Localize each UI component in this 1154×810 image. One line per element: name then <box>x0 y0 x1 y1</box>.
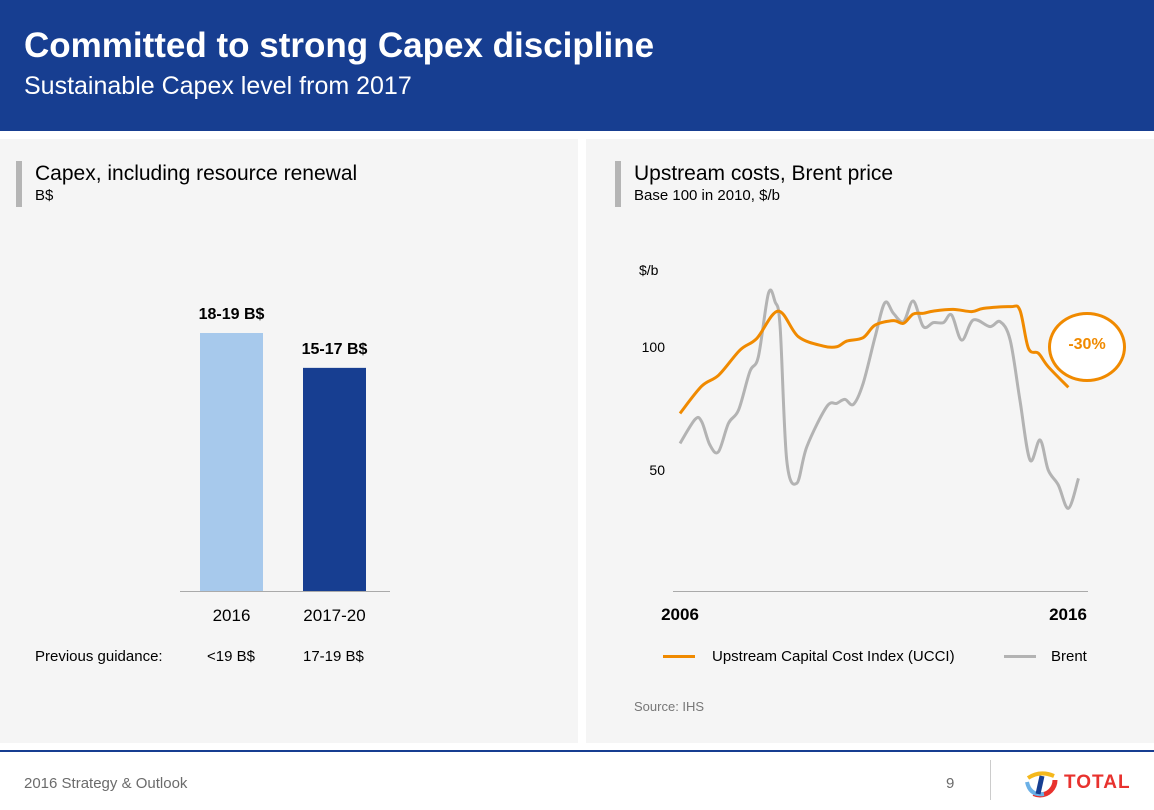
series-line-brent <box>678 288 1080 510</box>
y-tick-label: 100 <box>642 339 666 355</box>
panel-title: Upstream costs, Brent price <box>634 162 894 185</box>
series-line-ucci <box>678 304 1070 415</box>
x-tick-label: 2016 <box>213 606 251 625</box>
guidance-label: Previous guidance: <box>35 648 163 665</box>
bar-2016 <box>200 333 263 591</box>
x-tick-label: 2016 <box>1049 605 1087 624</box>
panel-subtitle: Base 100 in 2010, $/b <box>634 187 780 204</box>
total-logo-text: TOTAL <box>1064 772 1131 793</box>
page-number: 9 <box>946 775 955 792</box>
x-tick-label: 2006 <box>661 605 699 624</box>
title-accent-bar <box>16 161 22 207</box>
legend-swatch-brent <box>1004 655 1036 658</box>
bar-2017-20 <box>303 367 366 591</box>
total-logo-icon <box>1020 762 1060 798</box>
panel-subtitle: B$ <box>35 187 54 204</box>
page-subtitle: Sustainable Capex level from 2017 <box>24 72 412 100</box>
y-axis-label: $/b <box>639 262 659 278</box>
bar-data-label: 15-17 B$ <box>302 341 368 358</box>
footer-text: 2016 Strategy & Outlook <box>24 775 188 792</box>
capex-panel: Capex, including resource renewal B$ <box>0 139 578 743</box>
reduction-label: -30% <box>1068 336 1106 353</box>
legend-swatch-ucci <box>663 655 695 658</box>
x-tick-label: 2017-20 <box>303 606 365 625</box>
header: Committed to strong Capex discipline Sus… <box>0 0 1154 131</box>
page-title: Committed to strong Capex discipline <box>24 26 655 65</box>
legend-ucci: Upstream Capital Cost Index (UCCI) <box>712 648 955 665</box>
footer-separator <box>990 760 991 800</box>
bar-data-label: 18-19 B$ <box>199 306 265 323</box>
title-accent-bar <box>615 161 621 207</box>
y-tick-label: 50 <box>649 462 665 478</box>
guidance-2016: <19 B$ <box>207 648 255 665</box>
footer-divider <box>0 750 1154 752</box>
legend-brent: Brent <box>1051 648 1087 665</box>
reduction-badge: -30% <box>1048 312 1126 382</box>
panel-title: Capex, including resource renewal <box>35 162 358 185</box>
source-note: Source: IHS <box>634 699 705 714</box>
guidance-2017-20: 17-19 B$ <box>303 648 364 665</box>
